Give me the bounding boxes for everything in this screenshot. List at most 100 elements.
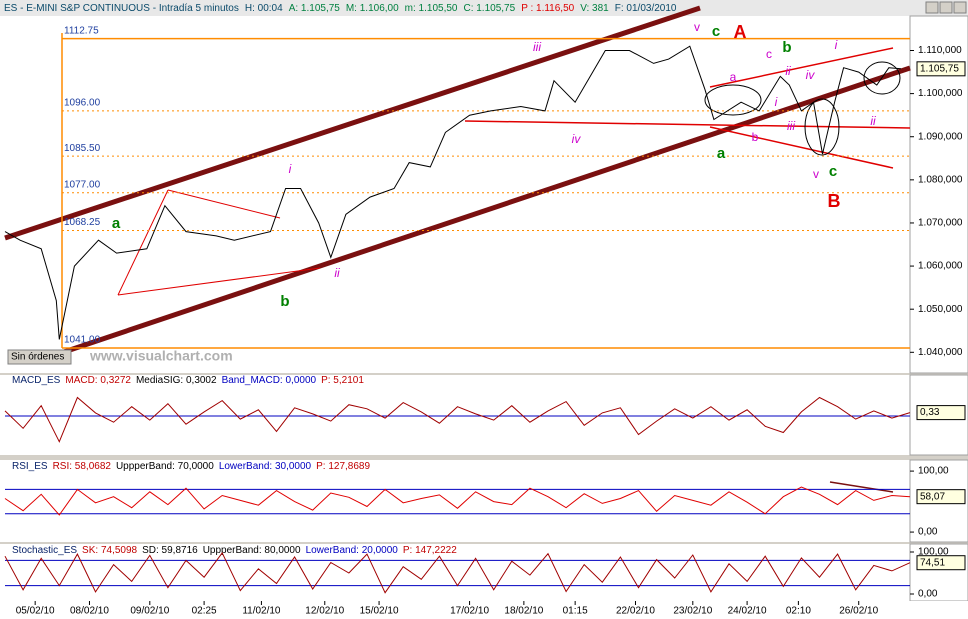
wave-label: a: [717, 145, 726, 162]
header-field: M: 1.106,00: [346, 3, 399, 14]
indicator-title-field: MACD: 0,3272: [65, 375, 131, 386]
macd-panel: [0, 375, 910, 455]
level-label: 1077.00: [64, 179, 101, 190]
x-tick-label: 26/02/10: [839, 606, 878, 617]
wave-label: b: [752, 130, 759, 144]
indicator-title: Stochastic_ES SK: 74,5098 SD: 59,8716 Upppe…: [12, 545, 457, 556]
header-field: H: 00:04: [245, 3, 283, 14]
trendline: [117, 189, 169, 296]
wave-label: iv: [572, 132, 582, 146]
x-tick-label: 12/02/10: [305, 606, 344, 617]
price-panel: [0, 16, 910, 373]
wave-label: B: [828, 191, 841, 211]
indicator-title-field: MediaSIG: 0,3002: [136, 375, 217, 386]
channel-upper: [4, 5, 701, 241]
last-value-label: 58,07: [920, 491, 945, 502]
wave-label: b: [280, 293, 289, 310]
wave-label: i: [289, 162, 292, 176]
indicator-title-field: SD: 59,8716: [142, 545, 198, 556]
header-field: ES - E-MINI S&P CONTINUOUS - Intradía 5 …: [4, 3, 239, 14]
watermark: www.visualchart.com: [89, 348, 233, 364]
x-tick-label: 11/02/10: [242, 606, 281, 617]
wave-label: a: [730, 70, 737, 84]
x-tick-label: 22/02/10: [616, 606, 655, 617]
wave-label: A: [734, 22, 747, 42]
y-tick-label: 1.040,000: [918, 347, 963, 358]
x-tick-label: 09/02/10: [130, 606, 169, 617]
wave-label: c: [829, 163, 837, 180]
header: ES - E-MINI S&P CONTINUOUS - Intradía 5 …: [4, 3, 677, 14]
y-tick-label: 1.070,000: [918, 218, 963, 229]
y-tick-label: 1.090,000: [918, 131, 963, 142]
header-field: V: 381: [580, 3, 609, 14]
y-tick-label: 1.100,000: [918, 88, 963, 99]
x-tick-label: 02:10: [786, 606, 811, 617]
stochastic-panel: [0, 544, 910, 601]
stochastic-axis-panel: [909, 543, 968, 602]
wave-label: i: [835, 38, 838, 52]
header-field: A: 1.105,75: [289, 3, 341, 14]
level-label: 1112.75: [64, 25, 99, 36]
minimize-button[interactable]: [925, 1, 939, 14]
last-value-box: [916, 405, 966, 421]
last-value-label: 1.105,75: [920, 63, 959, 74]
x-tick-label: 01:15: [563, 606, 588, 617]
indicator-title-field: SK: 74,5098: [82, 545, 137, 556]
indicator-title-field: LowerBand: 30,0000: [219, 461, 312, 472]
maximize-button[interactable]: [939, 1, 953, 14]
indicator-title: MACD_ES MACD: 0,3272 MediaSIG: 0,3002 Band_…: [12, 375, 364, 386]
last-value-box: [916, 489, 966, 505]
wave-label: c: [712, 23, 720, 40]
orders-button-label[interactable]: Sin órdenes: [11, 352, 64, 363]
x-tick-label: 05/02/10: [16, 606, 55, 617]
y-tick-label: 1.080,000: [918, 174, 963, 185]
wave-label: b: [782, 39, 791, 56]
orders-button[interactable]: [7, 349, 72, 365]
header-field: F: 01/03/2010: [615, 3, 677, 14]
y-tick-label: 100,00: [918, 466, 949, 477]
trendline: [709, 47, 894, 88]
wave-label: ii: [334, 266, 340, 280]
series-line: [4, 45, 902, 340]
drawings: [4, 5, 911, 493]
x-tick-label: 24/02/10: [728, 606, 767, 617]
indicator-title-field: RSI: 58,0682: [53, 461, 112, 472]
indicator-title: RSI_ES RSI: 58,0682 UppperBand: 70,0000 Low…: [12, 461, 370, 472]
indicator-title-field: P: 147,2222: [403, 545, 457, 556]
header-field: P : 1.116,50: [521, 3, 574, 14]
last-value-box: [916, 61, 966, 77]
channel-lower: [39, 65, 911, 363]
close-button[interactable]: [953, 1, 967, 14]
trendline: [464, 120, 911, 129]
indicator-title-field: UppperBand: 70,0000: [116, 461, 214, 472]
ellipse: [704, 84, 762, 116]
level-label: 1096.00: [64, 97, 101, 108]
wave-label: i: [775, 95, 778, 109]
wave-label: c: [766, 47, 772, 61]
indicator-title-field: Stochastic_ES: [12, 545, 77, 556]
indicator-title-field: MACD_ES: [12, 375, 61, 386]
wave-label: ii: [785, 64, 791, 78]
window-buttons[interactable]: [925, 1, 967, 14]
wave-label: v: [694, 20, 700, 34]
last-value-label: 0,33: [920, 407, 940, 418]
header-field: m: 1.105,50: [405, 3, 458, 14]
wave-label: a: [112, 215, 121, 232]
wave-label: iv: [806, 68, 816, 82]
x-tick-label: 08/02/10: [70, 606, 109, 617]
x-tick-label: 15/02/10: [360, 606, 399, 617]
y-tick-label: 1.110,000: [918, 45, 962, 56]
last-value-label: 74,51: [920, 557, 945, 568]
y-tick-label: 0,00: [918, 589, 938, 600]
header-bar: [0, 0, 968, 16]
series-line: [4, 396, 911, 443]
time-axis-panel: [0, 601, 968, 619]
header-field: C: 1.105,75: [463, 3, 515, 14]
last-value-box: [916, 555, 966, 571]
indicator-title-field: Band_MACD: 0,0000: [222, 375, 317, 386]
indicator-title-field: RSI_ES: [12, 461, 48, 472]
level-label: 1068.25: [64, 217, 101, 228]
y-tick-label: 100,00: [918, 547, 949, 558]
